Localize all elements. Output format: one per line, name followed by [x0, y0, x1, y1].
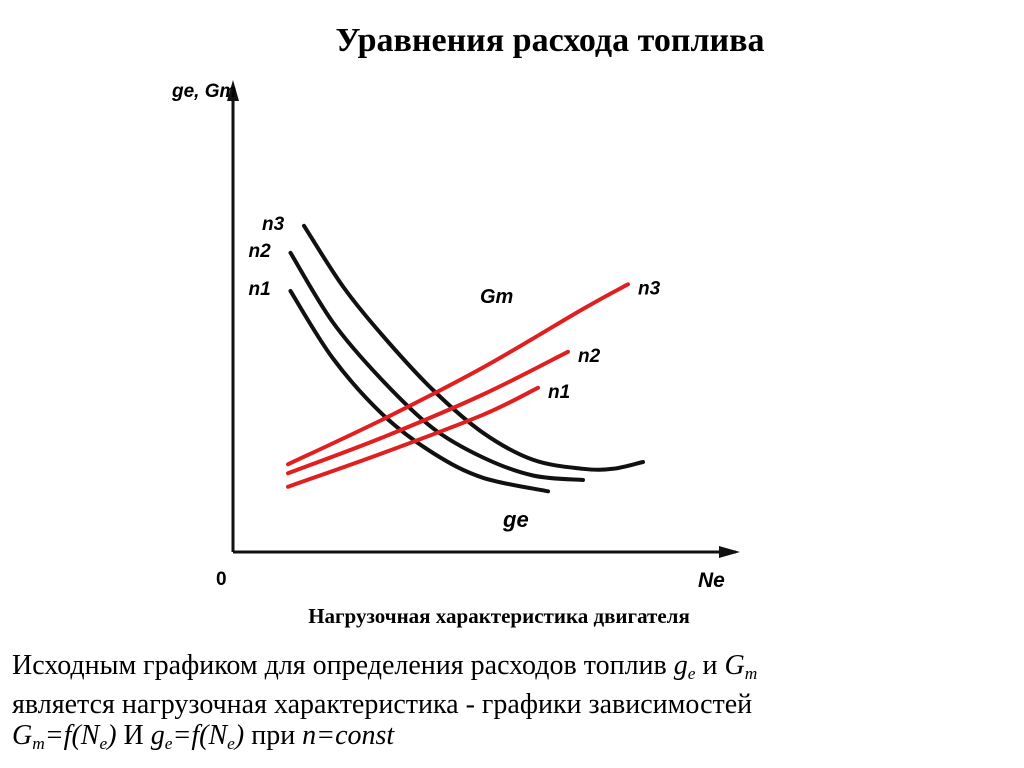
origin-label: 0	[216, 569, 227, 590]
ge-label-n2: n2	[249, 241, 272, 262]
chart-caption: Нагрузочная характеристика двигателя	[308, 604, 690, 628]
load-characteristic-chart: ge, Gт Ne 0 n3 n2 n1 n3 n2 n1 Gт ge	[171, 80, 740, 592]
axes	[231, 93, 736, 554]
description-line-3: Gт=f(Ne) И ge=f(Ne) при n=const	[12, 720, 395, 754]
ge-label-n3: n3	[262, 214, 285, 235]
description-paragraph: Исходным графиком для определения расход…	[12, 650, 1010, 759]
gt-label-n3: n3	[638, 278, 661, 299]
series-layer	[286, 223, 645, 494]
ge-group-label: ge	[502, 507, 529, 532]
label-layer: n3 n2 n1 n3 n2 n1 Gт ge	[249, 214, 661, 532]
description-line-2: является нагрузочная характеристика - гр…	[12, 689, 753, 721]
ge-curve-n1	[288, 289, 550, 494]
ge-curve-n2	[288, 250, 585, 482]
ge-curve-n3	[302, 223, 645, 472]
gt-line-n2	[286, 349, 570, 476]
page-title: Уравнения расхода топлива	[335, 22, 765, 59]
gt-group-label: Gт	[480, 286, 513, 308]
x-axis-arrow	[719, 546, 740, 558]
ge-label-n1: n1	[249, 279, 271, 300]
y-axis-arrow	[227, 80, 239, 101]
gt-label-n1: n1	[548, 382, 570, 403]
description-line-1: Исходным графиком для определения расход…	[12, 650, 758, 684]
gt-label-n2: n2	[578, 346, 601, 367]
y-axis-label: ge, Gт	[171, 81, 237, 102]
x-axis-label: Ne	[698, 569, 725, 592]
gt-line-n1	[286, 385, 540, 489]
gt-line-n3	[286, 282, 630, 467]
